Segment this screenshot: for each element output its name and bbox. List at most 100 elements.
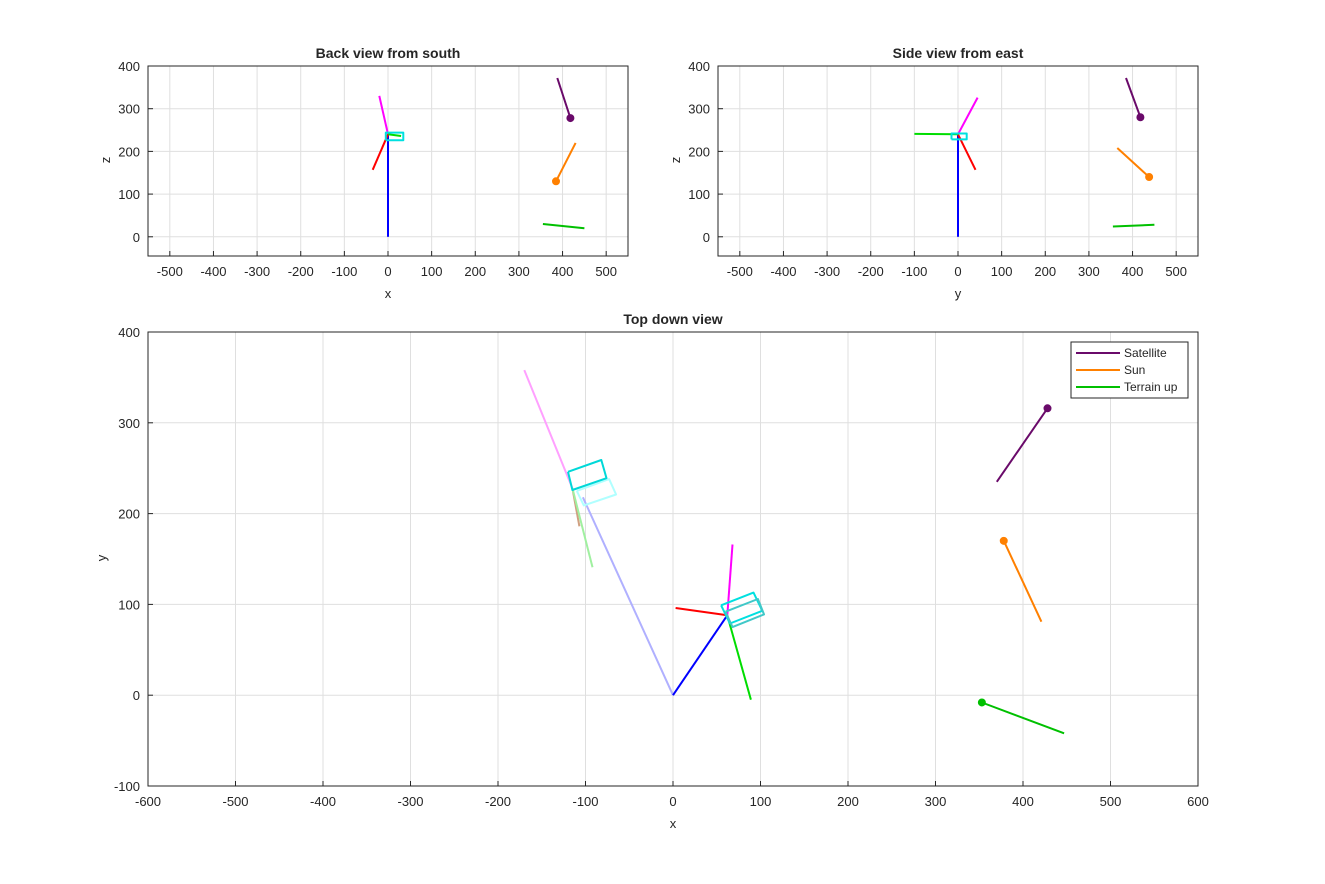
x-tick-label: 500 <box>595 264 617 279</box>
series-line <box>981 701 1065 735</box>
series-line <box>556 77 572 119</box>
legend-label-satellite: Satellite <box>1124 346 1167 360</box>
x-tick-label: -100 <box>331 264 357 279</box>
series-line <box>542 223 585 230</box>
series-line <box>726 615 752 700</box>
x-tick-label: 0 <box>384 264 391 279</box>
x-tick-label: -600 <box>135 794 161 809</box>
series-line <box>581 496 674 696</box>
top-view-plot: Top down view -600 -500 -400 -300 -200 -100 0 1… <box>94 311 1209 831</box>
series-line <box>672 614 729 696</box>
y-tick-label: 300 <box>118 102 140 117</box>
y-tick-label: 0 <box>133 688 140 703</box>
y-tick-label: 200 <box>688 144 710 159</box>
x-tick-label: 300 <box>508 264 530 279</box>
x-tick-label: -200 <box>858 264 884 279</box>
series-line <box>523 369 574 489</box>
x-tick-label: 100 <box>750 794 772 809</box>
series-line <box>571 487 594 568</box>
series-line <box>378 95 389 135</box>
series-line <box>1125 77 1142 118</box>
back-view-ylabel: z <box>98 157 113 164</box>
x-tick-label: 200 <box>837 794 859 809</box>
series-line <box>957 97 979 135</box>
back-view-title: Back view from south <box>316 45 461 61</box>
series-line <box>724 598 765 629</box>
x-tick-label: -400 <box>770 264 796 279</box>
y-tick-label: 100 <box>688 187 710 202</box>
x-tick-label: -500 <box>157 264 183 279</box>
x-tick-label: 500 <box>1100 794 1122 809</box>
side-view-title: Side view from east <box>893 45 1024 61</box>
legend-label-sun: Sun <box>1124 363 1145 377</box>
legend-label-terrain-up: Terrain up <box>1124 380 1178 394</box>
series-marker <box>999 536 1008 545</box>
y-tick-label: 200 <box>118 507 140 522</box>
top-view-grid <box>147 331 1199 787</box>
top-view-title: Top down view <box>623 311 722 327</box>
x-tick-label: -300 <box>814 264 840 279</box>
series-line <box>675 607 728 617</box>
x-tick-label: -500 <box>727 264 753 279</box>
series-line <box>384 131 405 142</box>
series-marker <box>977 698 986 707</box>
series-line <box>555 142 577 182</box>
x-tick-label: -400 <box>200 264 226 279</box>
series-line <box>1002 540 1043 623</box>
top-view-ylabel: y <box>94 554 109 561</box>
x-tick-label: 400 <box>552 264 574 279</box>
y-tick-label: 100 <box>118 597 140 612</box>
side-view-plot: Side view from east -500 -400 -300 -200 -100… <box>668 45 1199 301</box>
x-tick-label: 200 <box>464 264 486 279</box>
x-tick-label: -100 <box>901 264 927 279</box>
y-tick-label: 200 <box>118 144 140 159</box>
x-tick-label: 100 <box>421 264 443 279</box>
x-tick-label: 0 <box>954 264 961 279</box>
back-view-ticks: -500 -400 -300 -200 -100 0 100 200 300 400 500 0 100… <box>118 59 617 279</box>
series-line <box>1116 147 1150 178</box>
series-line <box>387 133 402 137</box>
side-view-series <box>914 77 1155 237</box>
x-tick-label: 300 <box>1078 264 1100 279</box>
x-tick-label: 300 <box>925 794 947 809</box>
top-view-ticks: -600 -500 -400 -300 -200 -100 0 100 200 300 400 500… <box>114 325 1209 809</box>
series-marker <box>1145 173 1154 182</box>
y-tick-label: 400 <box>118 325 140 340</box>
x-tick-label: -300 <box>244 264 270 279</box>
x-tick-label: 500 <box>1165 264 1187 279</box>
side-view-ylabel: z <box>668 157 683 164</box>
x-tick-label: 400 <box>1122 264 1144 279</box>
x-tick-label: 200 <box>1034 264 1056 279</box>
side-view-xlabel: y <box>955 286 962 301</box>
x-tick-label: -100 <box>572 794 598 809</box>
series-line <box>950 132 968 141</box>
series-marker <box>1136 113 1145 122</box>
series-line <box>567 459 608 491</box>
y-tick-label: 0 <box>703 230 710 245</box>
series-marker <box>1043 404 1052 413</box>
x-tick-label: 600 <box>1187 794 1209 809</box>
x-tick-label: -200 <box>288 264 314 279</box>
y-tick-label: 400 <box>118 59 140 74</box>
back-view-series <box>371 77 585 237</box>
back-view-xlabel: x <box>385 286 392 301</box>
x-tick-label: 400 <box>1012 794 1034 809</box>
legend: Satellite Sun Terrain up <box>1070 341 1189 399</box>
y-tick-label: 100 <box>118 187 140 202</box>
back-view-plot: Back view from south -500 -400 -300 -200 -10… <box>98 45 629 301</box>
x-tick-label: -400 <box>310 794 336 809</box>
x-tick-label: -200 <box>485 794 511 809</box>
x-tick-label: 100 <box>991 264 1013 279</box>
x-tick-label: -500 <box>222 794 248 809</box>
y-tick-label: 300 <box>688 102 710 117</box>
series-marker <box>552 177 560 186</box>
y-tick-label: 400 <box>688 59 710 74</box>
series-marker <box>566 114 575 123</box>
top-view-xlabel: x <box>670 816 677 831</box>
y-tick-label: -100 <box>114 779 140 794</box>
top-view-series <box>523 369 1065 735</box>
x-tick-label: -300 <box>397 794 423 809</box>
y-tick-label: 300 <box>118 416 140 431</box>
side-view-ticks: -500 -400 -300 -200 -100 0 100 200 300 400 500 0 100… <box>688 59 1187 279</box>
